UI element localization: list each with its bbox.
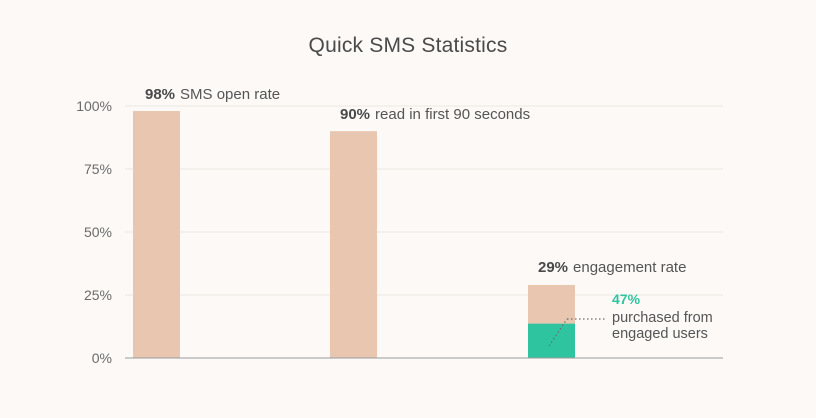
- bar-label-value: 29%: [538, 259, 568, 276]
- bar-labels: 98% SMS open rate 90% read in first 90 seco…: [145, 86, 686, 276]
- y-tick-label: 100%: [76, 98, 112, 114]
- y-axis-ticks: 0% 25% 50% 75% 100%: [76, 98, 112, 366]
- bar-3-highlight-segment: [528, 323, 575, 358]
- y-tick-label: 0%: [92, 350, 112, 366]
- bar-label-text: read in first 90 seconds: [375, 106, 530, 123]
- annotation-text: purchased from: [612, 310, 713, 326]
- bars: [133, 111, 575, 358]
- bar-1: [133, 111, 180, 358]
- bar-label: 90% read in first 90 seconds: [340, 106, 530, 123]
- grid-lines: [125, 105, 723, 296]
- annotation-value: 47%: [612, 291, 641, 307]
- bar-label-value: 98%: [145, 86, 175, 103]
- annotation-text: engaged users: [612, 326, 708, 342]
- y-tick-label: 25%: [84, 287, 112, 303]
- bar-label-text: SMS open rate: [180, 86, 280, 103]
- bar-label: 98% SMS open rate: [145, 86, 280, 103]
- bar-label-value: 90%: [340, 106, 370, 123]
- bar-2: [330, 131, 377, 358]
- chart-title: Quick SMS Statistics: [308, 34, 508, 57]
- y-tick-label: 50%: [84, 224, 112, 240]
- y-tick-label: 75%: [84, 161, 112, 177]
- bar-label: 29% engagement rate: [538, 259, 686, 276]
- bar-label-text: engagement rate: [573, 259, 686, 276]
- annotation-leader-line: [548, 318, 568, 347]
